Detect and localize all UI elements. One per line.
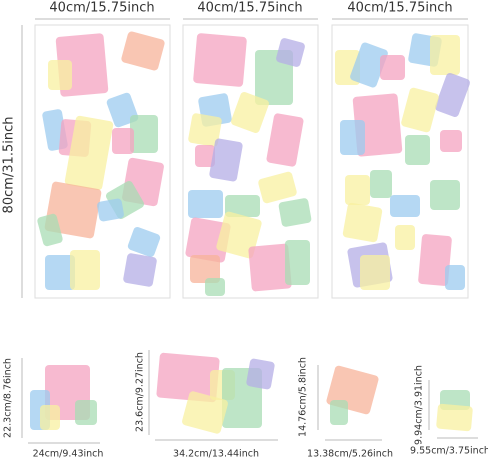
watercolor-sticker — [352, 93, 403, 157]
sheet-width: 40cm/15.75inch — [49, 1, 154, 16]
piece-height: 22.3cm/8.76inch — [3, 358, 14, 438]
piece-width: 24cm/9.43inch — [33, 449, 104, 460]
watercolor-sticker — [231, 92, 269, 133]
watercolor-sticker — [190, 255, 220, 283]
watercolor-sticker — [75, 400, 97, 425]
watercolor-sticker — [209, 138, 243, 182]
watercolor-sticker — [185, 217, 231, 263]
watercolor-sticker — [350, 42, 388, 88]
watercolor-sticker — [70, 250, 100, 290]
watercolor-sticker — [418, 234, 452, 286]
watercolor-sticker — [45, 255, 75, 290]
watercolor-sticker — [188, 190, 223, 218]
watercolor-sticker — [255, 50, 293, 105]
watercolor-sticker — [130, 115, 158, 153]
watercolor-sticker — [440, 130, 462, 152]
watercolor-sticker — [266, 113, 304, 167]
watercolor-sticker — [182, 391, 228, 434]
watercolor-sticker — [435, 73, 470, 117]
watercolor-sticker — [445, 265, 465, 290]
watercolor-sticker — [390, 195, 420, 217]
piece-height: 9.94cm/3.91inch — [414, 365, 425, 445]
watercolor-sticker — [430, 180, 460, 210]
watercolor-sticker — [246, 358, 275, 390]
watercolor-sticker — [380, 55, 405, 80]
piece-width: 34.2cm/13.44inch — [173, 449, 259, 460]
piece-width: 13.38cm/5.26inch — [307, 449, 393, 460]
watercolor-sticker — [127, 227, 161, 257]
watercolor-sticker — [37, 213, 63, 247]
watercolor-sticker — [40, 405, 60, 430]
watercolor-sticker — [121, 31, 165, 71]
watercolor-sticker — [340, 120, 365, 155]
watercolor-sticker — [258, 171, 297, 204]
watercolor-sticker — [216, 211, 262, 259]
watercolor-sticker — [193, 33, 247, 87]
watercolor-sticker — [248, 243, 292, 292]
watercolor-sticker — [205, 278, 225, 296]
watercolor-sticker — [342, 202, 383, 243]
watercolor-sticker — [64, 115, 114, 191]
watercolor-sticker — [395, 225, 415, 250]
sheet-height: 80cm/31.5inch — [2, 117, 17, 214]
sheet-width: 40cm/15.75inch — [197, 1, 302, 16]
watercolor-sticker — [44, 181, 102, 239]
watercolor-sticker — [112, 128, 134, 154]
watercolor-sticker — [285, 240, 310, 285]
watercolor-sticker — [278, 198, 312, 227]
watercolor-sticker — [225, 195, 260, 217]
watercolor-sticker — [97, 198, 124, 222]
watercolor-sticker — [345, 175, 370, 205]
watercolor-sticker — [401, 87, 439, 133]
watercolor-sticker — [430, 35, 460, 75]
piece-height: 14.76cm/5.8inch — [298, 357, 309, 437]
watercolor-sticker — [436, 403, 473, 432]
watercolor-sticker — [123, 253, 157, 287]
sheet-width: 40cm/15.75inch — [347, 1, 452, 16]
piece-width: 9.55cm/3.75inch — [410, 446, 488, 457]
watercolor-sticker — [360, 255, 390, 290]
piece-height: 23.6cm/9.27inch — [135, 352, 146, 432]
watercolor-sticker — [405, 135, 430, 165]
watercolor-sticker — [195, 145, 215, 167]
watercolor-sticker — [276, 38, 305, 67]
watercolor-sticker — [48, 60, 72, 90]
watercolor-sticker — [370, 170, 392, 198]
watercolor-sticker — [330, 400, 348, 425]
watercolor-sticker — [156, 352, 220, 403]
watercolor-sticker — [188, 113, 222, 147]
